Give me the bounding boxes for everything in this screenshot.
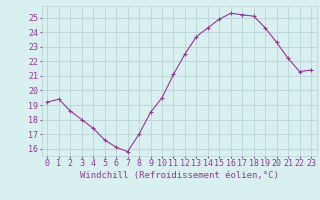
X-axis label: Windchill (Refroidissement éolien,°C): Windchill (Refroidissement éolien,°C): [80, 171, 279, 180]
